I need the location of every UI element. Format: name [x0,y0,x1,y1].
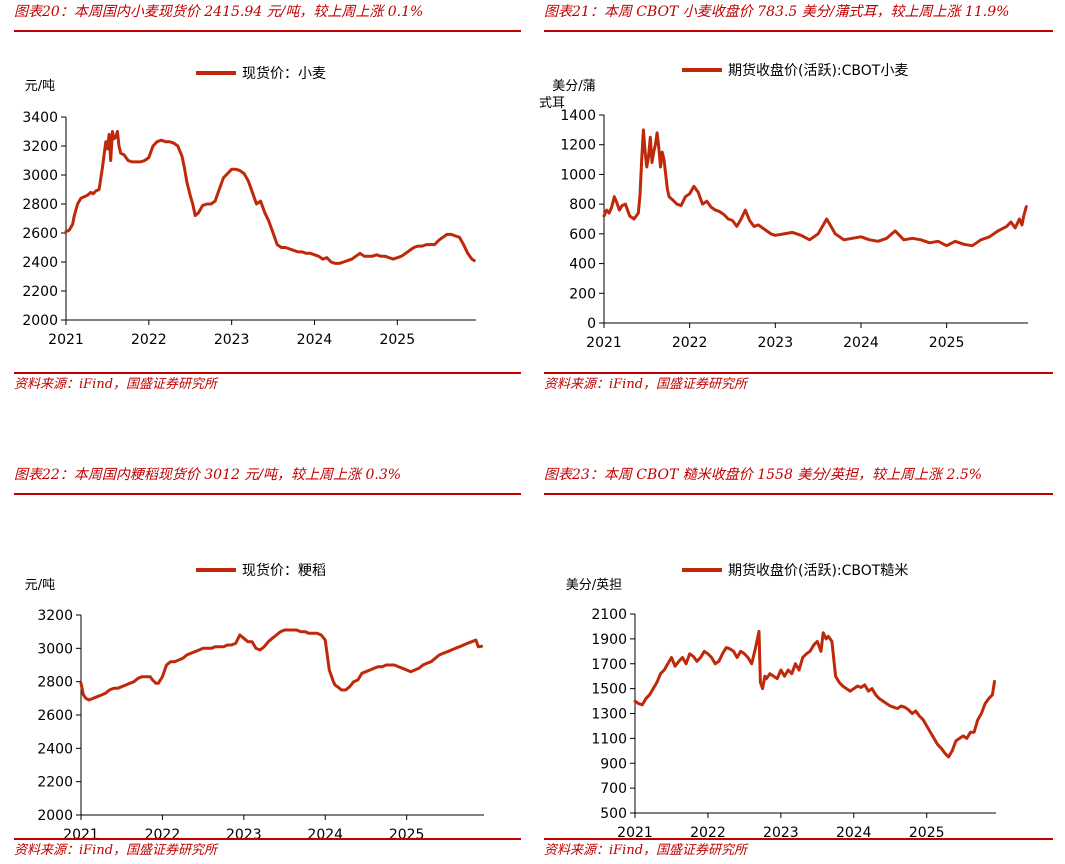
y-tick-label: 1400 [560,108,596,124]
y-tick-label: 1000 [560,167,596,183]
x-tick-label: 2022 [690,825,726,841]
y-axis-label: 美分/蒲式耳 [539,79,596,111]
line-chart: 0 200 400 600 800 1000 1200 1400 2021 2022 2023 202… [539,62,1028,351]
chart-panel-wheat-spot: 图表20：本周国内小麦现货价 2415.94 元/吨，较上周上涨 0.1% 20… [14,0,521,400]
x-tick-label: 2024 [836,825,872,841]
y-tick-label: 800 [569,197,596,213]
y-tick-label: 2100 [591,607,627,623]
source-rule [14,372,521,374]
y-tick-label: 2800 [37,675,73,691]
x-tick-label: 2025 [929,335,965,351]
series-line [633,629,996,759]
source-note: 资料来源：iFind，国盛证券研究所 [544,377,748,392]
y-tick-label: 2200 [37,775,73,791]
y-tick-label: 1700 [591,657,627,673]
y-tick-label: 2600 [22,226,58,242]
y-tick-label: 3200 [22,139,58,155]
y-tick-label: 3000 [22,168,58,184]
series-line [602,128,1028,248]
series-line [79,628,484,702]
x-tick-label: 2025 [379,332,415,348]
y-tick-label: 1200 [560,138,596,154]
x-tick-label: 2023 [757,335,793,351]
source-note: 资料来源：iFind，国盛证券研究所 [14,377,218,392]
caption-rule [14,493,521,495]
x-tick-label: 2025 [909,825,945,841]
y-tick-label: 1100 [591,731,627,747]
y-tick-label: 2400 [22,255,58,271]
x-tick-label: 2024 [297,332,333,348]
legend: 期货收盘价(活跃):CBOT糙米 [682,562,908,579]
x-tick-label: 2021 [48,332,84,348]
x-tick-label: 2022 [131,332,167,348]
y-tick-label: 2800 [22,197,58,213]
source-rule [544,372,1053,374]
x-tick-label: 2022 [672,335,708,351]
y-tick-label: 900 [600,756,627,772]
x-tick-label: 2023 [214,332,250,348]
x-tick-label: 2024 [843,335,879,351]
y-tick-label: 2400 [37,741,73,757]
legend: 现货价：粳稻 [196,562,326,579]
source-rule [544,838,1053,840]
y-tick-label: 1900 [591,632,627,648]
line-chart: 2000 2200 2400 2600 2800 3000 3200 3400 2021 2022… [22,65,476,348]
series-line [64,130,476,265]
line-chart: 500 700 900 1100 1300 1500 1700 1900 2100 2021 202… [566,562,996,841]
x-tick-label: 2021 [586,335,622,351]
y-tick-label: 400 [569,257,596,273]
y-tick-label: 2000 [22,313,58,329]
chart-panel-cbot-rice: 图表23：本周 CBOT 糙米收盘价 1558 美分/英担，较上周上涨 2.5%… [544,463,1053,863]
y-tick-label: 700 [600,781,627,797]
legend: 期货收盘价(活跃):CBOT小麦 [682,62,908,79]
y-axis-label: 元/吨 [25,578,55,593]
y-tick-label: 3000 [37,641,73,657]
chart-caption: 图表21：本周 CBOT 小麦收盘价 783.5 美分/蒲式耳，较上周上涨 11… [544,4,1010,20]
chart-panel-japonica-spot: 图表22：本周国内粳稻现货价 3012 元/吨，较上周上涨 0.3% 2000 2… [14,463,521,863]
source-note: 资料来源：iFind，国盛证券研究所 [14,843,218,858]
y-tick-label: 600 [569,227,596,243]
y-axis-label: 美分/英担 [566,578,622,593]
y-tick-label: 200 [569,286,596,302]
y-tick-label: 2600 [37,708,73,724]
source-note: 资料来源：iFind，国盛证券研究所 [544,843,748,858]
caption-rule [544,30,1053,32]
x-tick-label: 2023 [763,825,799,841]
y-tick-label: 1500 [591,682,627,698]
caption-rule [14,30,521,32]
y-tick-label: 500 [600,806,627,822]
legend-label: 期货收盘价(活跃):CBOT糙米 [728,562,908,579]
y-tick-label: 1300 [591,707,627,723]
legend: 现货价：小麦 [196,65,326,82]
legend-label: 现货价：粳稻 [242,562,326,579]
y-tick-label: 3200 [37,608,73,624]
y-tick-label: 3400 [22,110,58,126]
x-tick-label: 2021 [617,825,653,841]
caption-rule [544,493,1053,495]
y-tick-label: 2000 [37,808,73,824]
chart-caption: 图表23：本周 CBOT 糙米收盘价 1558 美分/英担，较上周上涨 2.5% [544,467,983,483]
y-axis-label: 元/吨 [25,79,55,94]
y-tick-label: 0 [587,316,596,332]
chart-caption: 图表22：本周国内粳稻现货价 3012 元/吨，较上周上涨 0.3% [14,467,402,483]
legend-label: 期货收盘价(活跃):CBOT小麦 [728,62,908,79]
legend-label: 现货价：小麦 [242,65,326,82]
chart-caption: 图表20：本周国内小麦现货价 2415.94 元/吨，较上周上涨 0.1% [14,4,424,20]
source-rule [14,838,521,840]
chart-panel-cbot-wheat: 图表21：本周 CBOT 小麦收盘价 783.5 美分/蒲式耳，较上周上涨 11… [539,0,1053,400]
y-tick-label: 2200 [22,284,58,300]
